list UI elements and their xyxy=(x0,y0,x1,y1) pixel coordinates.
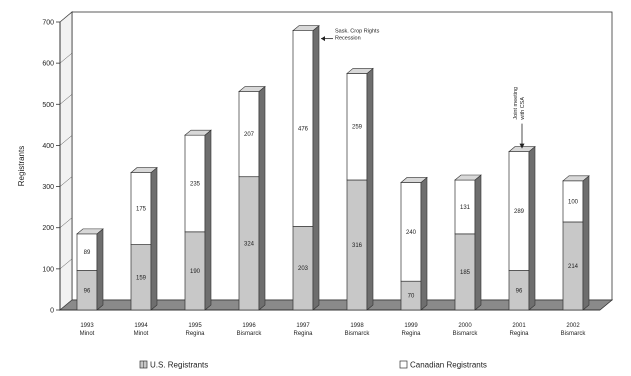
x-tick-label-city: Regina xyxy=(509,331,529,337)
annotation-arrowhead xyxy=(321,36,325,42)
data-label-us: 203 xyxy=(298,266,309,272)
bar-side-face xyxy=(204,129,212,311)
y-gridline xyxy=(59,299,73,311)
data-label-canadian: 259 xyxy=(352,125,363,131)
data-label-us: 324 xyxy=(244,241,255,247)
data-label-canadian: 207 xyxy=(244,132,255,138)
bar-top-face xyxy=(184,129,212,136)
x-tick-label-city: Regina xyxy=(401,331,421,337)
y-tick-label: 200 xyxy=(42,225,54,232)
data-label-us: 159 xyxy=(136,275,147,281)
annotation-text: Sask. Crop Rights xyxy=(335,29,380,35)
x-tick-label-year: 1993 xyxy=(80,323,94,329)
data-label-canadian: 476 xyxy=(298,127,309,133)
y-tick-label: 700 xyxy=(42,20,54,27)
x-tick-label-city: Bismarck xyxy=(237,331,263,337)
data-label-us: 96 xyxy=(84,288,91,294)
data-label-us: 214 xyxy=(568,264,579,270)
bars-layer xyxy=(76,24,590,311)
bar-side-face xyxy=(528,145,536,311)
y-tick-label: 500 xyxy=(42,102,54,109)
y-gridline xyxy=(59,52,73,64)
y-gridline xyxy=(59,94,73,105)
x-tick-label-year: 1997 xyxy=(296,323,310,329)
x-tick-label-year: 2000 xyxy=(458,323,472,329)
bar-top-face xyxy=(400,177,428,183)
data-label-us: 70 xyxy=(408,294,415,300)
data-label-canadian: 240 xyxy=(406,230,417,236)
data-label-us: 185 xyxy=(460,270,471,276)
y-gridline xyxy=(59,258,73,270)
x-tick-label-year: 2002 xyxy=(566,323,580,329)
data-label-canadian: 131 xyxy=(460,205,471,211)
y-tick-label: 300 xyxy=(42,184,54,191)
bar-side-face xyxy=(312,24,320,311)
bar-side-face xyxy=(366,67,374,311)
x-tick-label-city: Bismarck xyxy=(453,331,479,337)
bar-top-face xyxy=(562,175,590,182)
bar-top-face xyxy=(238,86,266,92)
x-tick-label-year: 2001 xyxy=(512,323,526,329)
legend-canadian-registrants: Canadian Registrants xyxy=(399,360,487,370)
data-label-us: 316 xyxy=(352,243,363,249)
bar-side-face xyxy=(420,176,428,311)
x-tick-label-city: Minot xyxy=(80,331,95,337)
y-axis-label: Registrants xyxy=(17,146,26,186)
data-label-us: 96 xyxy=(516,288,523,294)
y-gridline xyxy=(59,135,73,146)
x-tick-label-city: Regina xyxy=(185,331,205,337)
legend-label: Canadian Registrants xyxy=(410,361,487,370)
x-tick-label-year: 1995 xyxy=(188,323,202,329)
x-tick-label-year: 1999 xyxy=(404,323,418,329)
bar-top-face xyxy=(130,167,158,173)
annotation-arrowhead xyxy=(519,143,525,149)
annotation-text: with CSA xyxy=(520,97,526,121)
bar-side-face xyxy=(150,166,158,311)
x-tick-label-year: 1998 xyxy=(350,323,364,329)
bar-side-face xyxy=(582,175,590,311)
legend-swatch xyxy=(399,360,408,369)
legend: U.S. Registrants Canadian Registrants xyxy=(139,360,487,370)
y-tick-label: 400 xyxy=(42,143,54,150)
data-label-canadian: 100 xyxy=(568,199,579,205)
data-label-us: 190 xyxy=(190,269,201,275)
y-gridline xyxy=(59,176,73,187)
x-tick-label-city: Bismarck xyxy=(561,331,587,337)
x-tick-label-city: Regina xyxy=(293,331,313,337)
x-tick-label-year: 1996 xyxy=(242,323,256,329)
annotation-text: Joint meeting xyxy=(513,87,519,120)
x-tick-label-city: Minot xyxy=(134,331,149,337)
data-label-canadian: 289 xyxy=(514,209,525,215)
bar-side-face xyxy=(96,228,104,311)
x-tick-label-year: 1994 xyxy=(134,323,148,329)
data-label-canadian: 175 xyxy=(136,207,147,213)
y-gridline xyxy=(59,217,73,228)
bar-top-face xyxy=(292,25,320,31)
bar-side-face xyxy=(474,174,482,311)
bar-top-face xyxy=(76,228,104,235)
y-tick-label: 0 xyxy=(50,308,54,315)
legend-label: U.S. Registrants xyxy=(150,361,208,370)
legend-us-registrants: U.S. Registrants xyxy=(139,361,208,370)
y-gridline xyxy=(59,11,73,23)
data-label-canadian: 89 xyxy=(84,250,91,256)
bar-top-face xyxy=(346,68,374,74)
y-tick-label: 100 xyxy=(42,266,54,273)
bar-top-face xyxy=(454,174,482,181)
bar-top-face xyxy=(508,146,536,152)
y-tick-label: 600 xyxy=(42,61,54,68)
x-tick-label-city: Bismarck xyxy=(345,331,371,337)
side-wall xyxy=(59,11,73,311)
data-label-canadian: 235 xyxy=(190,181,201,187)
annotation-text: Recession xyxy=(335,36,361,42)
labels-layer: 0 100 200 300 400 500 600 700 Registrants 96 89 199… xyxy=(17,20,586,338)
bar-side-face xyxy=(258,85,266,311)
